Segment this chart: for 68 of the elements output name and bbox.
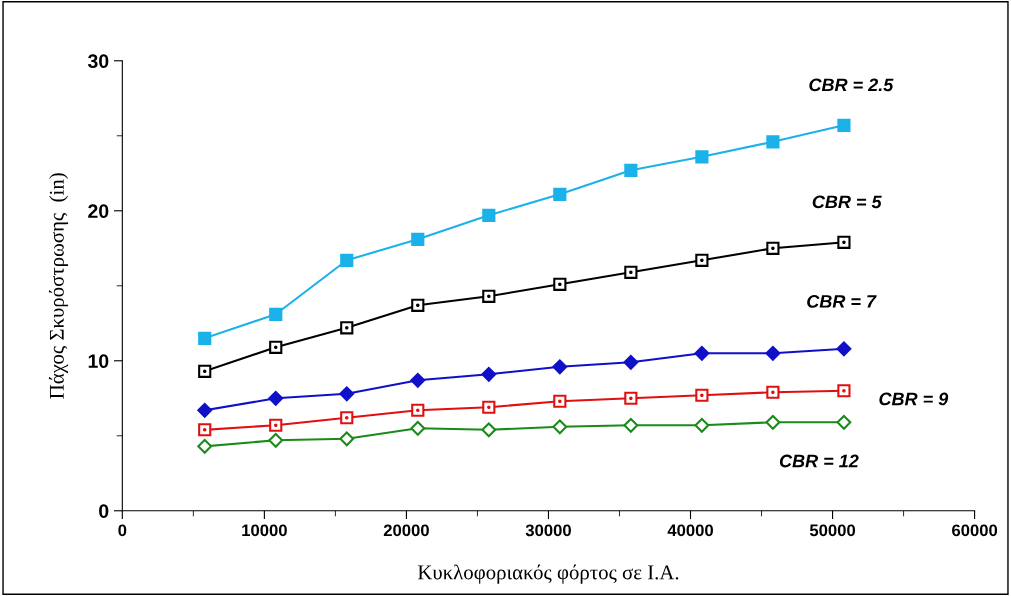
point xyxy=(766,135,780,149)
point xyxy=(695,253,709,267)
x-tick-label: 10000 xyxy=(242,524,287,537)
point xyxy=(552,419,568,435)
point xyxy=(766,385,780,399)
point xyxy=(837,384,851,398)
text: CBR = 7 xyxy=(807,295,877,308)
point xyxy=(410,372,426,388)
x-tick-label: 0 xyxy=(118,524,127,537)
point xyxy=(339,431,355,447)
point xyxy=(837,118,851,132)
point xyxy=(198,423,212,437)
point xyxy=(623,354,639,370)
point xyxy=(268,432,284,448)
point xyxy=(624,163,638,177)
point xyxy=(765,345,781,361)
point xyxy=(553,277,567,291)
point xyxy=(694,417,710,433)
y-tick-label: 20 xyxy=(88,204,109,219)
point xyxy=(623,417,639,433)
x-axis-title: Κυκλοφοριακός φόρτος σε Ι.Α. xyxy=(417,564,679,584)
point xyxy=(837,235,851,249)
series-label: CBR = 12 xyxy=(779,454,859,468)
point xyxy=(481,366,497,382)
y-tick-label: 0 xyxy=(99,504,109,519)
point xyxy=(553,187,567,201)
series-label: CBR = 9 xyxy=(879,392,949,406)
y-tick-label: 30 xyxy=(87,54,109,69)
point xyxy=(482,289,496,303)
y-axis-title: Πάχος Σκυρόστρωσης (in) xyxy=(48,173,69,399)
point xyxy=(269,307,283,321)
point xyxy=(340,411,354,425)
point xyxy=(482,400,496,414)
x-tick-label: 50000 xyxy=(809,524,856,537)
point xyxy=(694,345,710,361)
series-label: CBR = 2.5 xyxy=(809,78,894,92)
point xyxy=(339,386,355,402)
point xyxy=(552,359,568,375)
y-tick-label: 10 xyxy=(88,354,109,369)
point xyxy=(481,422,497,438)
text: CBR = 5 xyxy=(812,195,882,209)
point xyxy=(269,418,283,432)
point xyxy=(198,364,212,378)
point xyxy=(411,403,425,417)
x-tick-label: 60000 xyxy=(952,524,998,537)
point xyxy=(411,232,425,246)
point xyxy=(836,341,852,357)
point xyxy=(624,391,638,405)
point xyxy=(836,414,852,430)
point xyxy=(411,298,425,312)
point xyxy=(340,253,354,267)
point xyxy=(482,208,496,222)
x-tick-label: 40000 xyxy=(667,524,714,537)
point xyxy=(198,331,212,345)
point xyxy=(410,420,426,436)
point xyxy=(695,150,709,164)
point xyxy=(269,340,283,354)
point xyxy=(553,394,567,408)
point xyxy=(340,321,354,335)
point xyxy=(268,390,284,406)
point xyxy=(197,438,213,454)
point xyxy=(766,241,780,255)
x-tick-label: 30000 xyxy=(525,524,571,537)
x-tick-label: 20000 xyxy=(383,524,429,537)
point xyxy=(765,414,781,430)
point xyxy=(197,402,213,418)
point xyxy=(695,388,709,402)
point xyxy=(624,265,638,279)
